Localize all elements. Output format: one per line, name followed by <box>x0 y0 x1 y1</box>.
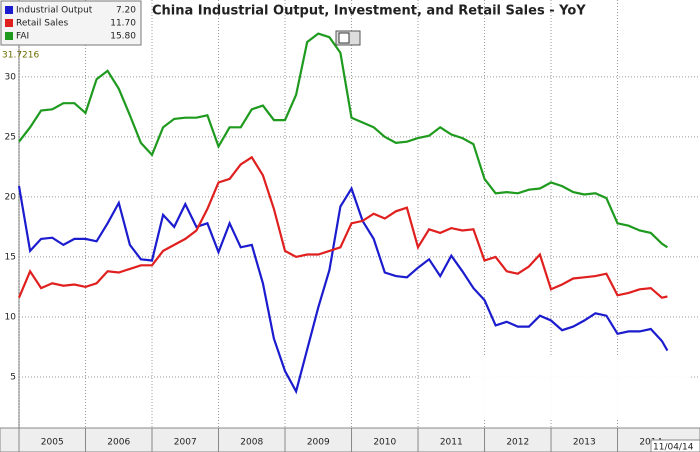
legend-swatch <box>5 19 13 27</box>
legend-value: 11.70 <box>110 19 136 29</box>
date-box <box>650 439 700 452</box>
legend-swatch <box>5 6 13 14</box>
legend-value: 7.20 <box>116 6 136 16</box>
x-tick-label: 2006 <box>107 438 130 448</box>
series-line <box>17 185 669 395</box>
series-line <box>17 155 668 299</box>
x-tick-label: 2013 <box>573 438 596 448</box>
y-tick-label: 25 <box>5 132 16 142</box>
annotation: 31.7216 <box>2 51 39 61</box>
y-tick-label: 5 <box>10 372 16 382</box>
legend-box <box>0 0 142 46</box>
chart-title: China Industrial Output, Investment, and… <box>152 4 586 19</box>
y-tick-label: 30 <box>5 72 17 82</box>
legend-label: FAI <box>16 32 29 42</box>
legend-swatch <box>5 32 13 40</box>
x-tick-label: 2007 <box>174 438 197 448</box>
x-tick-label: 2012 <box>506 438 529 448</box>
x-axis-band <box>0 427 700 452</box>
series-line <box>18 32 669 249</box>
legend-label: Industrial Output <box>16 6 93 16</box>
x-tick-label: 2005 <box>41 438 64 448</box>
x-tick-label: 2009 <box>307 438 330 448</box>
y-tick-label: 10 <box>5 312 17 322</box>
y-tick-label: 15 <box>5 252 16 262</box>
legend-value: 15.80 <box>110 32 136 42</box>
x-tick-label: 2010 <box>373 438 396 448</box>
x-tick-label: 2008 <box>240 438 263 448</box>
legend: Industrial Output 7.20 Retail Sales 11.70 FA… <box>0 0 142 46</box>
date-label: 11/04/14 <box>653 443 694 452</box>
legend-label: Retail Sales <box>16 19 69 29</box>
overlay-box <box>470 355 690 420</box>
y-tick-label: 20 <box>5 192 17 202</box>
x-tick-label: 2011 <box>440 438 463 448</box>
icon-inner <box>338 32 350 44</box>
